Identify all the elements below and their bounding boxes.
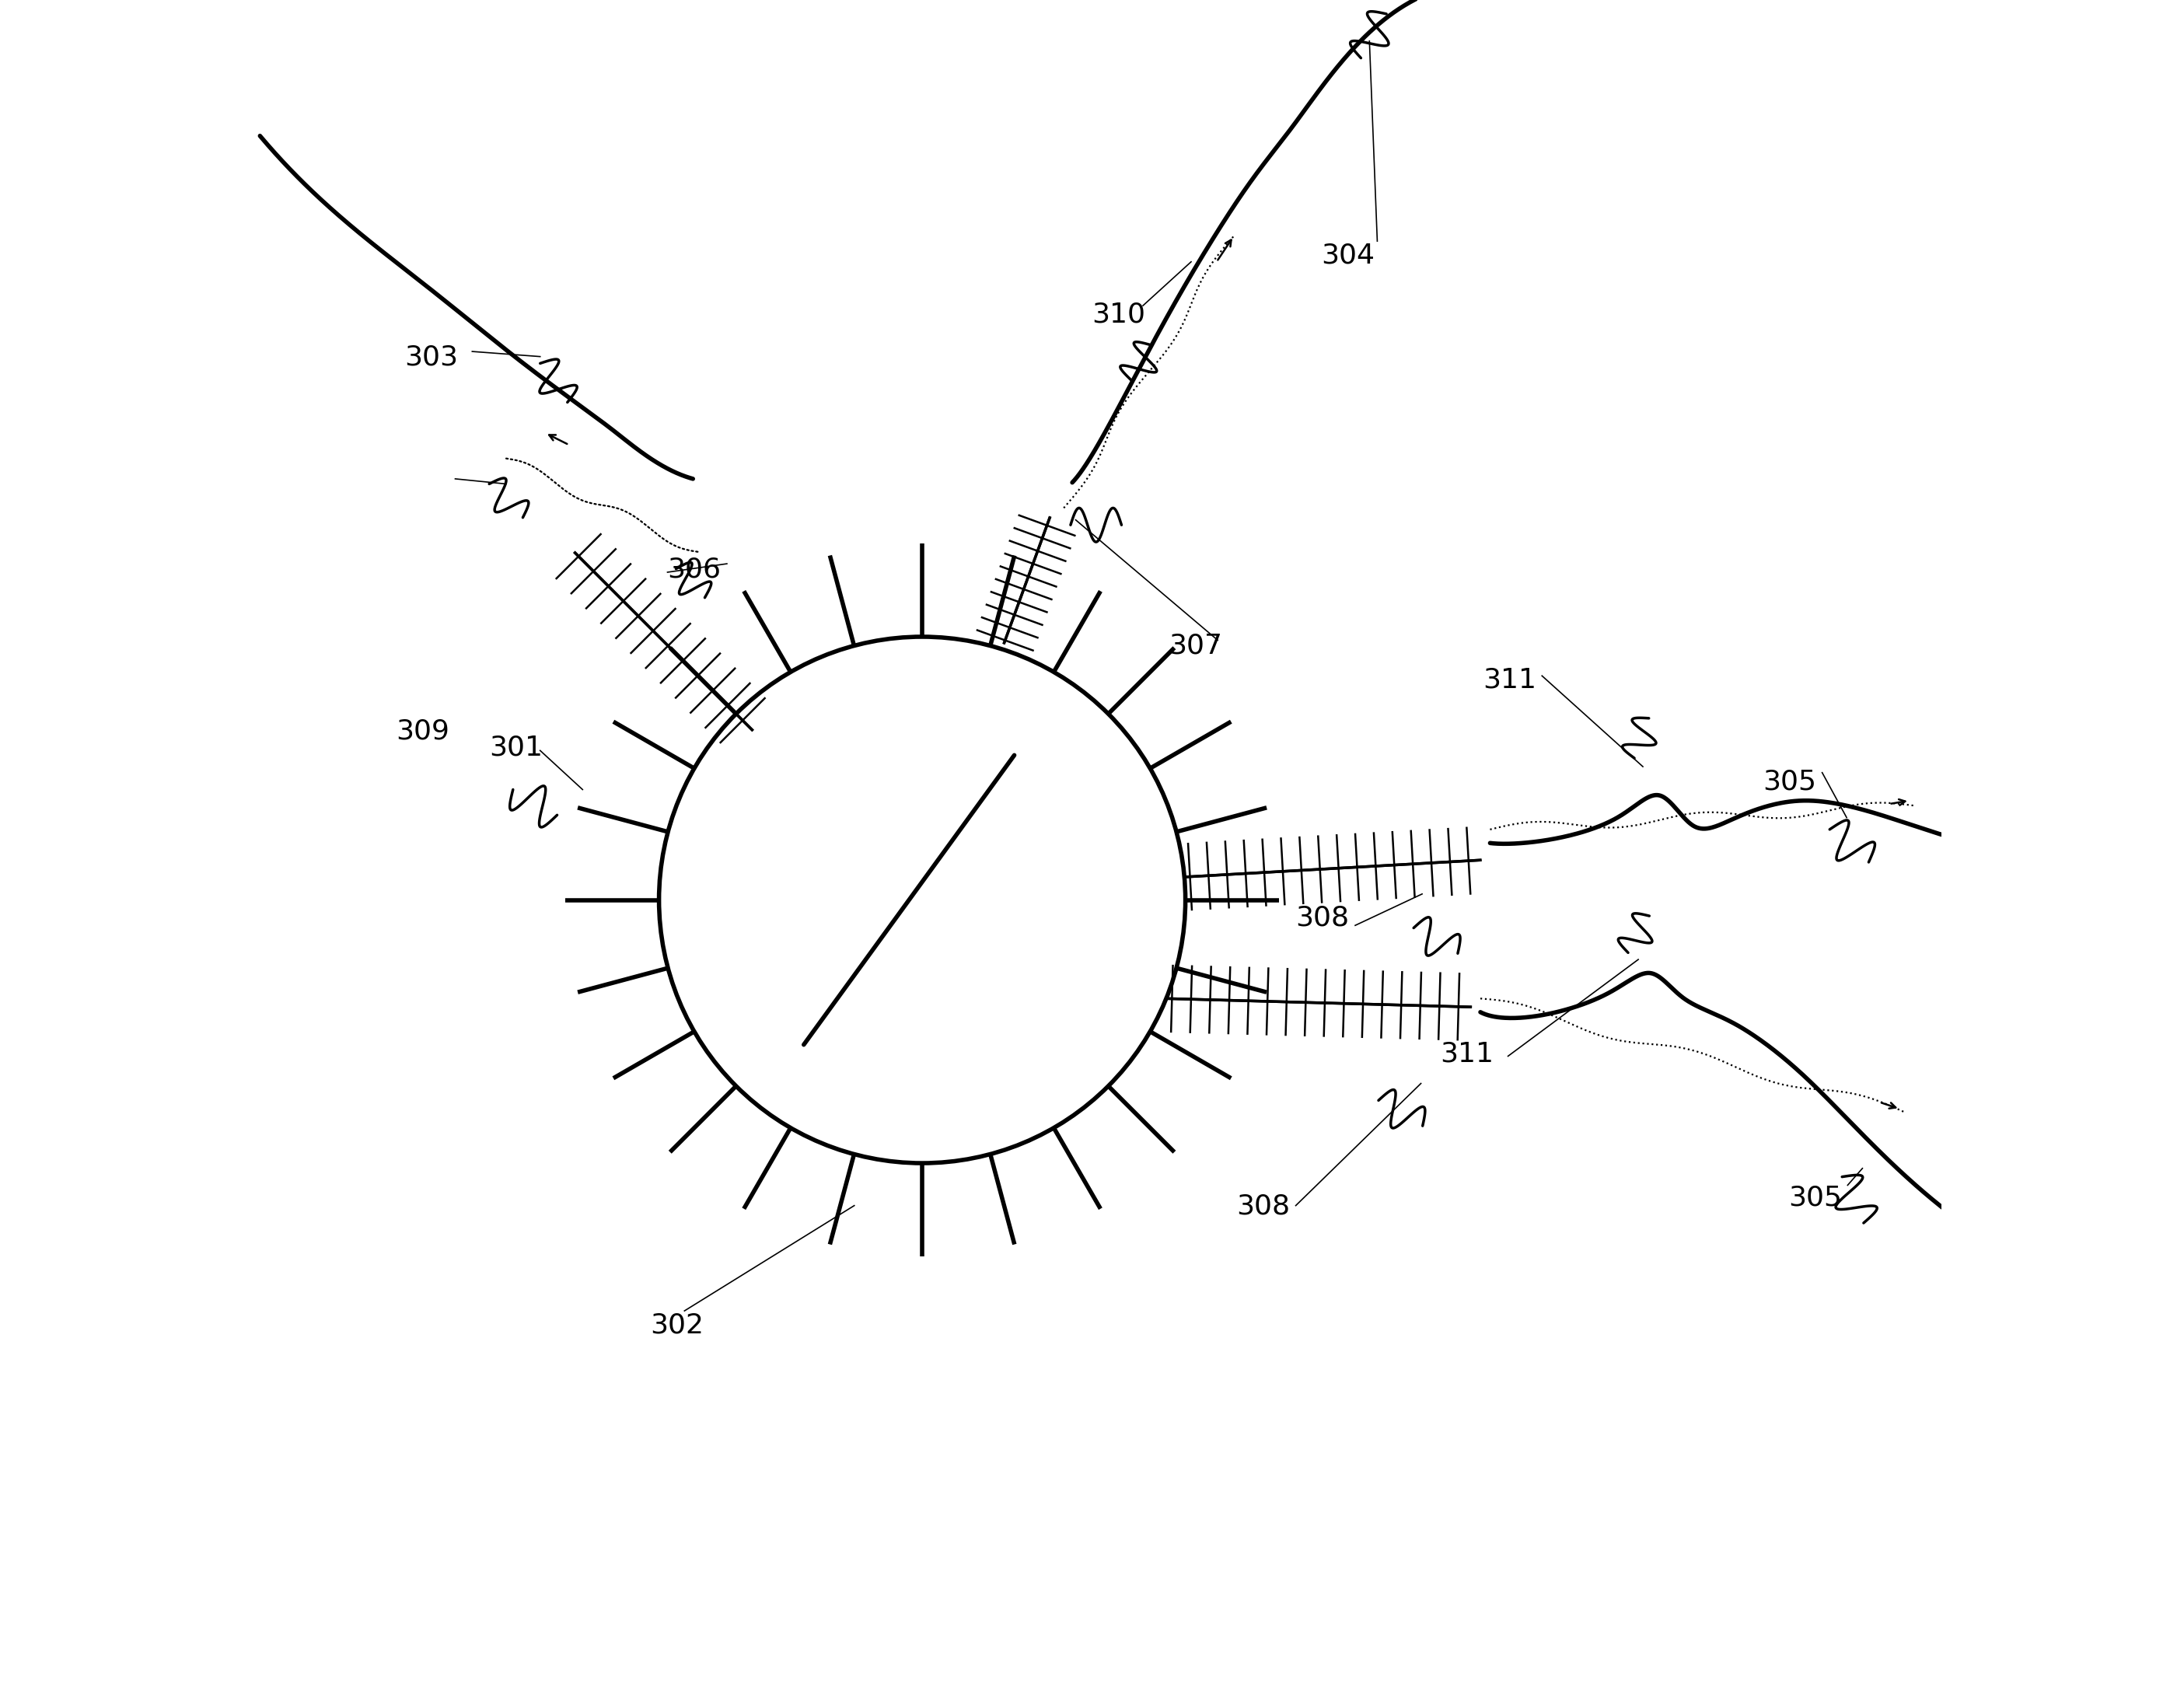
Text: 308: 308 [1295,905,1350,931]
Text: 311: 311 [1483,667,1535,693]
Text: 306: 306 [668,557,721,582]
Text: 301: 301 [489,735,544,761]
Text: 305: 305 [1789,1185,1841,1211]
Text: 310: 310 [1092,302,1147,328]
Text: 311: 311 [1439,1041,1494,1066]
Text: 302: 302 [651,1313,703,1338]
Text: 304: 304 [1321,243,1376,268]
Text: 309: 309 [395,718,450,744]
Text: 303: 303 [404,345,459,370]
Text: 307: 307 [1168,633,1223,659]
Text: 305: 305 [1762,769,1817,795]
Text: 308: 308 [1236,1194,1291,1219]
